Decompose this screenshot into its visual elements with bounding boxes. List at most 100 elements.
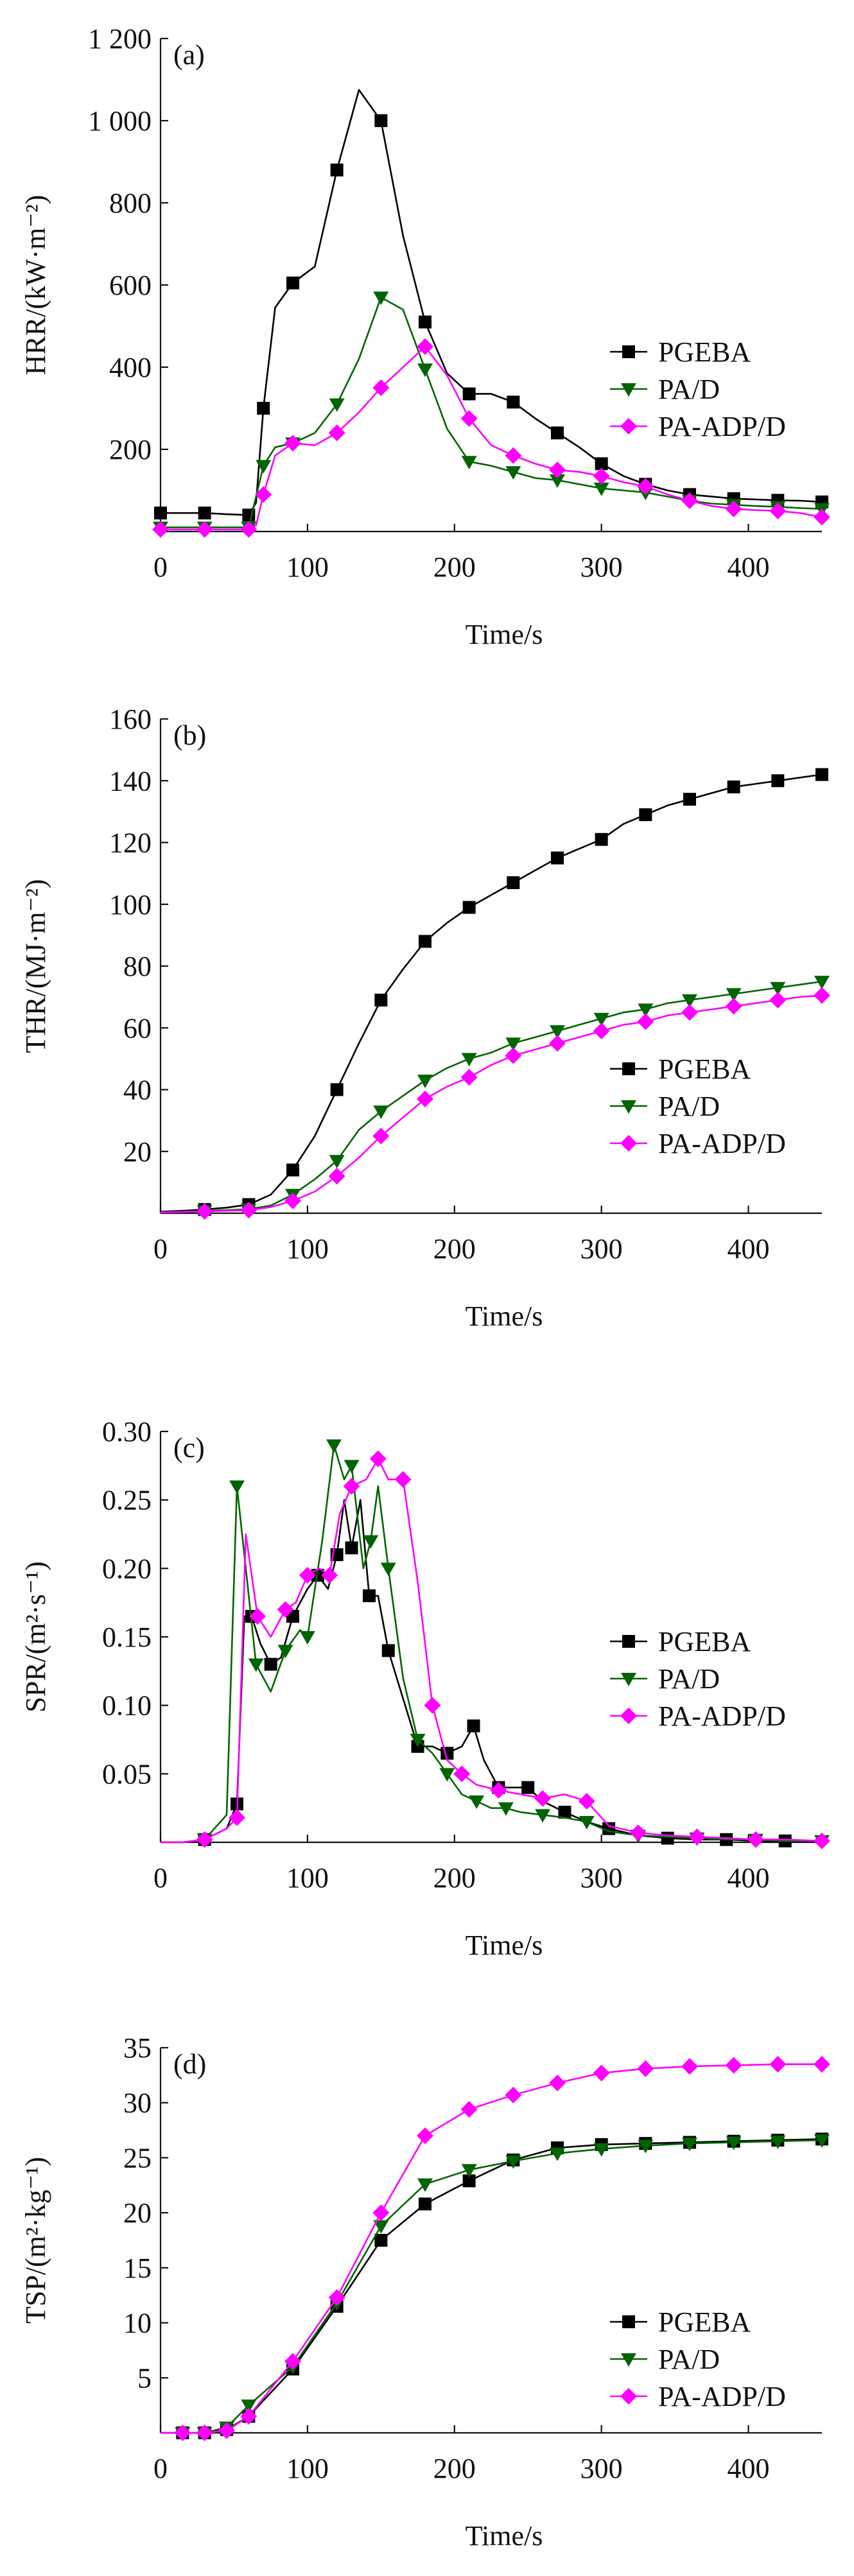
series-pa-d	[161, 1439, 830, 1849]
y-tick-label: 160	[109, 704, 152, 735]
data-point	[410, 1734, 426, 1747]
data-point	[725, 2057, 742, 2074]
y-tick-label: 1 200	[88, 23, 152, 55]
data-point	[579, 1816, 595, 1829]
data-point	[725, 500, 742, 517]
y-tick-label: 0.20	[102, 1553, 152, 1584]
data-point	[374, 2234, 388, 2247]
x-tick-label: 0	[153, 2453, 168, 2484]
data-point	[535, 1809, 551, 1823]
data-point	[505, 447, 522, 464]
data-point	[249, 1608, 266, 1625]
x-tick-label: 100	[286, 1233, 329, 1265]
data-point	[638, 1003, 654, 1017]
data-point	[328, 1168, 345, 1185]
data-point	[593, 1023, 610, 1040]
x-tick-label: 300	[580, 551, 623, 583]
series-pgeba	[154, 89, 828, 522]
data-point	[373, 291, 389, 306]
x-tick-label: 100	[286, 1862, 329, 1894]
x-tick-label: 200	[433, 1233, 476, 1265]
data-point	[638, 2139, 654, 2154]
data-point	[593, 1012, 609, 1026]
data-point	[661, 1831, 674, 1845]
data-point	[550, 2147, 565, 2161]
series-pgeba	[161, 1499, 822, 1847]
data-point	[374, 114, 388, 127]
data-point	[769, 2055, 787, 2073]
legend-label: PA/D	[658, 2344, 720, 2375]
data-point	[593, 2143, 609, 2157]
data-point	[256, 460, 272, 474]
legend-entry: PA-ADP/D	[610, 2381, 786, 2412]
series-line	[160, 980, 823, 1213]
data-point	[284, 2353, 301, 2370]
legend-entry: PA-ADP/D	[610, 1128, 786, 1159]
panel-label: (b)	[173, 720, 206, 751]
y-tick-label: 35	[123, 2032, 152, 2064]
data-point	[747, 1831, 764, 1848]
series-line	[160, 994, 823, 1213]
data-point	[343, 1478, 360, 1495]
data-point	[229, 1809, 246, 1826]
y-axis-label: HRR/(kW·m⁻²)	[20, 195, 51, 376]
data-point	[814, 976, 830, 990]
data-point	[299, 1631, 315, 1645]
data-point	[593, 2064, 610, 2082]
data-point	[593, 467, 610, 485]
x-tick-label: 0	[153, 551, 168, 583]
data-point	[326, 1439, 342, 1453]
data-point	[372, 2204, 390, 2222]
data-point	[637, 1013, 654, 1030]
y-tick-label: 140	[109, 765, 152, 797]
data-point	[505, 466, 521, 480]
legend-entry: PA/D	[610, 2344, 720, 2375]
series-pa-adp-d	[161, 1450, 830, 1849]
y-tick-label: 25	[123, 2142, 152, 2174]
y-tick-label: 80	[123, 951, 152, 982]
data-point	[551, 426, 564, 440]
data-point	[417, 1075, 433, 1089]
data-point	[462, 901, 476, 914]
panel-label: (c)	[173, 1432, 205, 1464]
y-tick-label: 200	[109, 434, 152, 465]
legend-entry: PGEBA	[610, 1626, 751, 1657]
legend-label: PGEBA	[658, 1053, 751, 1085]
series-pa-adp-d	[160, 987, 830, 1220]
x-tick-label: 200	[433, 2453, 476, 2484]
data-point	[815, 768, 828, 781]
data-point	[521, 1781, 535, 1794]
series-line	[161, 1444, 822, 1844]
legend-entry: PA-ADP/D	[610, 1700, 786, 1732]
x-tick-label: 100	[286, 551, 329, 583]
data-point	[461, 2164, 477, 2178]
data-point	[363, 1589, 376, 1602]
x-tick-label: 300	[580, 1233, 623, 1265]
panel-label: (d)	[173, 2048, 206, 2080]
data-point	[549, 462, 566, 478]
data-point	[240, 521, 257, 538]
data-point	[417, 2178, 433, 2192]
data-point	[196, 1203, 213, 1220]
data-point	[771, 774, 785, 788]
legend-label: PA/D	[658, 374, 720, 405]
data-point	[328, 2289, 345, 2306]
data-point	[637, 2060, 654, 2077]
legend-label: PA-ADP/D	[658, 1700, 786, 1732]
data-point	[241, 2399, 257, 2414]
data-point	[551, 851, 564, 865]
data-point	[682, 994, 697, 1008]
data-point	[550, 474, 565, 488]
data-point	[498, 1802, 514, 1816]
data-point	[637, 478, 654, 495]
data-point	[154, 506, 167, 520]
legend-marker	[621, 1673, 636, 1686]
data-point	[726, 2136, 742, 2150]
data-point	[727, 780, 740, 793]
y-tick-label: 60	[123, 1012, 152, 1044]
data-point	[681, 2058, 698, 2075]
data-point	[578, 1793, 595, 1810]
data-point	[725, 998, 742, 1015]
data-point	[417, 2127, 433, 2145]
